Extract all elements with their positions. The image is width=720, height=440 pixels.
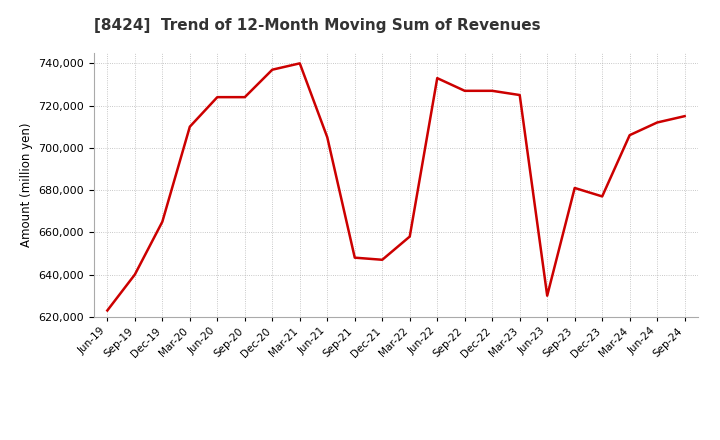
Text: [8424]  Trend of 12-Month Moving Sum of Revenues: [8424] Trend of 12-Month Moving Sum of R… [94, 18, 540, 33]
Y-axis label: Amount (million yen): Amount (million yen) [19, 123, 32, 247]
